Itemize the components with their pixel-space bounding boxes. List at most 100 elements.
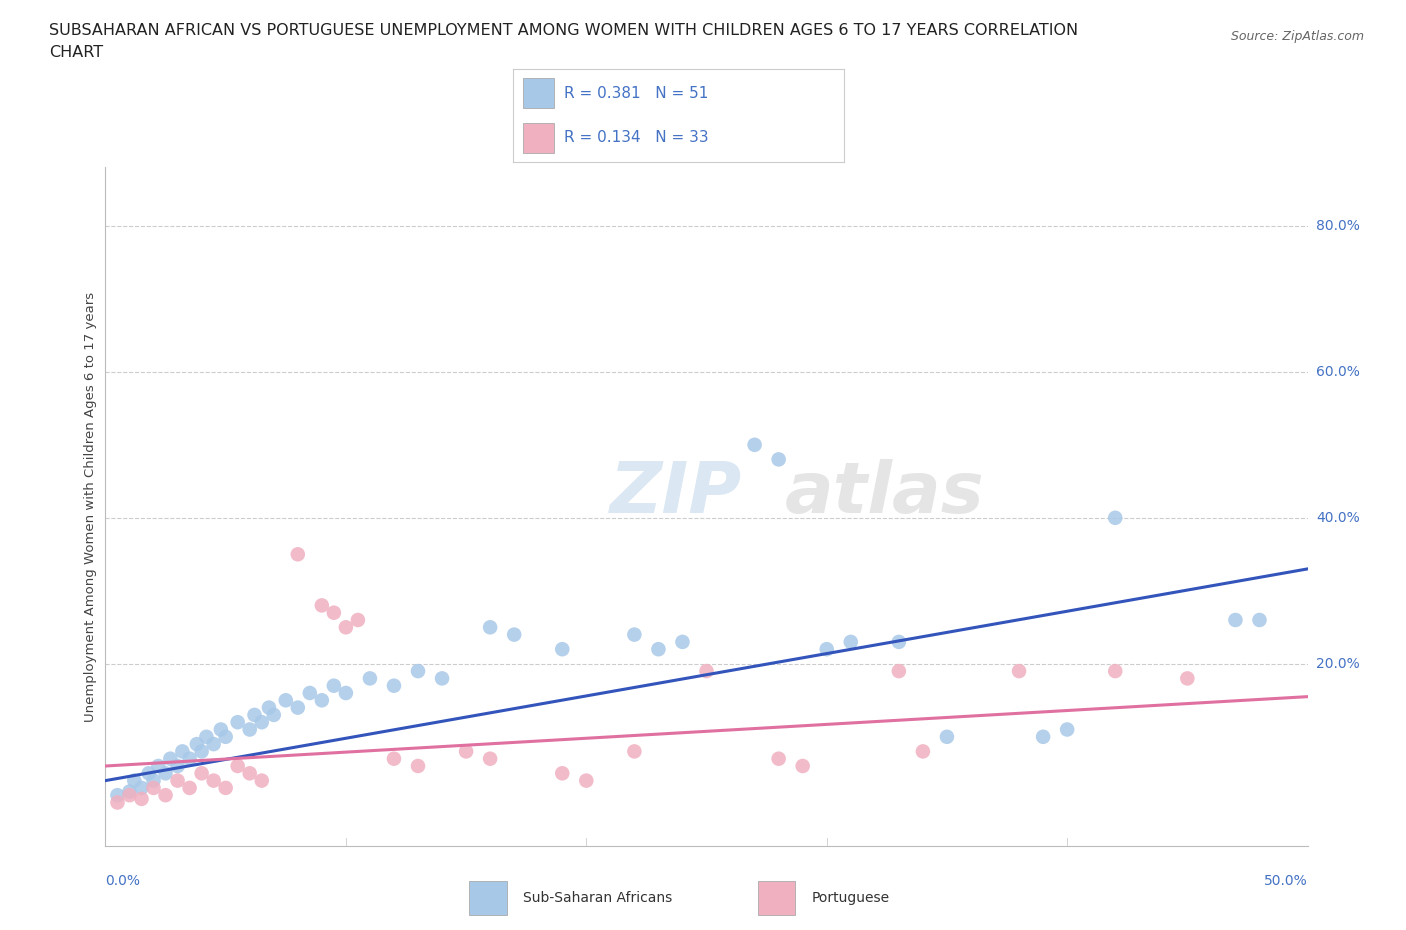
Point <box>124 773 146 788</box>
Point <box>382 678 405 693</box>
FancyBboxPatch shape <box>758 882 796 915</box>
Point <box>1249 613 1271 628</box>
FancyBboxPatch shape <box>523 78 554 108</box>
Point <box>257 700 280 715</box>
Text: Source: ZipAtlas.com: Source: ZipAtlas.com <box>1230 30 1364 43</box>
Point <box>274 693 297 708</box>
Point <box>226 715 249 730</box>
Text: 80.0%: 80.0% <box>1316 219 1360 232</box>
Point <box>107 788 129 803</box>
Point <box>623 744 645 759</box>
Text: Portuguese: Portuguese <box>811 891 890 905</box>
Text: 40.0%: 40.0% <box>1316 511 1360 525</box>
Point <box>479 620 502 635</box>
Y-axis label: Unemployment Among Women with Children Ages 6 to 17 years: Unemployment Among Women with Children A… <box>84 292 97 722</box>
Point <box>209 722 232 737</box>
Point <box>503 627 526 642</box>
Point <box>792 759 814 774</box>
Point <box>887 634 910 649</box>
Point <box>155 766 177 781</box>
Point <box>1225 613 1247 628</box>
Point <box>202 737 225 751</box>
Point <box>347 613 370 628</box>
Point <box>768 751 790 766</box>
Text: SUBSAHARAN AFRICAN VS PORTUGUESE UNEMPLOYMENT AMONG WOMEN WITH CHILDREN AGES 6 T: SUBSAHARAN AFRICAN VS PORTUGUESE UNEMPLO… <box>49 23 1078 38</box>
Point <box>1104 511 1126 525</box>
Point <box>214 780 236 795</box>
Point <box>815 642 838 657</box>
Point <box>142 780 165 795</box>
Point <box>214 729 236 744</box>
Point <box>382 751 405 766</box>
Point <box>190 744 212 759</box>
Point <box>142 773 165 788</box>
Point <box>936 729 959 744</box>
Point <box>647 642 669 657</box>
Point <box>322 678 344 693</box>
Point <box>406 664 429 679</box>
Point <box>195 729 218 744</box>
Point <box>263 708 285 723</box>
Point <box>911 744 934 759</box>
Point <box>118 788 141 803</box>
FancyBboxPatch shape <box>523 123 554 153</box>
Point <box>696 664 718 679</box>
Point <box>190 766 212 781</box>
Point <box>131 791 153 806</box>
Point <box>239 722 262 737</box>
Text: R = 0.381   N = 51: R = 0.381 N = 51 <box>564 86 709 100</box>
Point <box>311 598 333 613</box>
Point <box>202 773 225 788</box>
Point <box>155 788 177 803</box>
Point <box>166 773 188 788</box>
Point <box>166 759 188 774</box>
Point <box>172 744 194 759</box>
Text: ZIP: ZIP <box>610 458 742 527</box>
Point <box>138 766 160 781</box>
Point <box>551 642 574 657</box>
Point <box>406 759 429 774</box>
Text: 20.0%: 20.0% <box>1316 657 1360 671</box>
Point <box>250 773 273 788</box>
Point <box>322 605 344 620</box>
Text: R = 0.134   N = 33: R = 0.134 N = 33 <box>564 130 709 145</box>
Point <box>287 547 309 562</box>
Point <box>1032 729 1054 744</box>
Point <box>335 685 357 700</box>
Point <box>454 744 477 759</box>
Point <box>243 708 266 723</box>
Point <box>887 664 910 679</box>
Point <box>148 759 170 774</box>
Text: 60.0%: 60.0% <box>1316 365 1360 379</box>
Point <box>118 784 141 799</box>
Point <box>744 437 766 452</box>
Point <box>1056 722 1078 737</box>
Point <box>239 766 262 781</box>
Point <box>1175 671 1198 685</box>
Point <box>287 700 309 715</box>
Point <box>430 671 453 685</box>
Text: CHART: CHART <box>49 45 103 60</box>
Point <box>159 751 181 766</box>
Point <box>250 715 273 730</box>
Point <box>671 634 693 649</box>
Point <box>1008 664 1031 679</box>
Point <box>768 452 790 467</box>
Point <box>623 627 645 642</box>
Point <box>839 634 862 649</box>
Point <box>131 780 153 795</box>
Point <box>179 780 201 795</box>
Point <box>179 751 201 766</box>
Point <box>298 685 321 700</box>
Text: 50.0%: 50.0% <box>1264 874 1308 888</box>
FancyBboxPatch shape <box>470 882 506 915</box>
Point <box>551 766 574 781</box>
Point <box>335 620 357 635</box>
Text: atlas: atlas <box>785 458 984 527</box>
Point <box>575 773 598 788</box>
Text: Sub-Saharan Africans: Sub-Saharan Africans <box>523 891 672 905</box>
Point <box>479 751 502 766</box>
Point <box>107 795 129 810</box>
Point <box>1104 664 1126 679</box>
Point <box>186 737 208 751</box>
